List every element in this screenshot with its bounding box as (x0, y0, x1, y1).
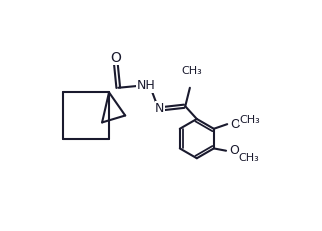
Text: CH₃: CH₃ (239, 115, 260, 125)
Text: N: N (155, 102, 165, 115)
Text: NH: NH (137, 79, 155, 92)
Text: O: O (229, 144, 239, 157)
Text: O: O (230, 118, 240, 131)
Text: CH₃: CH₃ (182, 66, 203, 76)
Text: CH₃: CH₃ (238, 153, 259, 163)
Text: O: O (110, 51, 121, 65)
